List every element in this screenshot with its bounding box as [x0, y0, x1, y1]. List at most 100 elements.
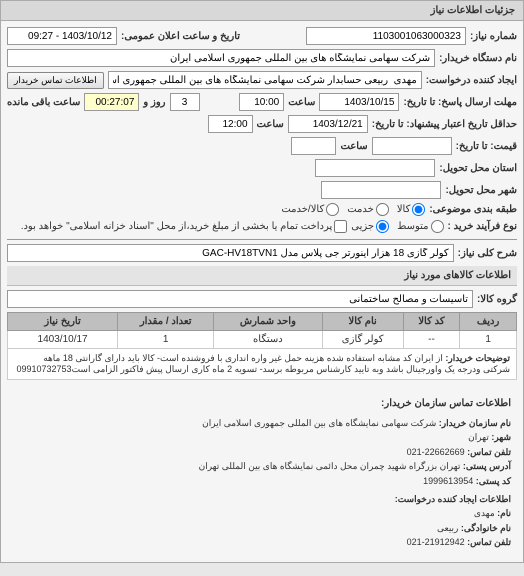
contact-address-value: تهران بزرگراه شهید چمران محل دائمی نمایش… — [199, 461, 461, 471]
province-input[interactable] — [315, 159, 435, 177]
contact-phone2-value: 21912942-021 — [407, 537, 465, 547]
time-label-2: ساعت — [257, 119, 284, 130]
contact-postal-label: کد پستی: — [476, 476, 511, 486]
contact-phone-value: 22662669-021 — [407, 447, 465, 457]
request-number-input[interactable] — [306, 27, 466, 45]
contact-section-title: اطلاعات تماس سازمان خریدار: — [13, 392, 511, 416]
requester-input[interactable] — [108, 71, 422, 89]
td-date: 1403/10/17 — [8, 331, 118, 349]
pkg-radio-all-input[interactable] — [412, 203, 425, 216]
desc-text: از ایران کد مشابه استفاده شده هزینه حمل … — [17, 353, 511, 374]
contact-address-line: آدرس پستی: تهران بزرگراه شهید چمران محل … — [13, 459, 511, 473]
row-validity: حداقل تاریخ اعتبار پیشنهاد: تا تاریخ: سا… — [7, 115, 517, 133]
price-date-input[interactable] — [372, 137, 452, 155]
td-code: -- — [403, 331, 460, 349]
process-radio-group: متوسط جزیی — [351, 220, 443, 233]
row-group: گروه کالا: — [7, 290, 517, 308]
details-panel: جزئیات اطلاعات نیاز شماره نیاز: تاریخ و … — [0, 0, 524, 563]
goods-table-body: 1 -- کولر گازی دستگاه 1 1403/10/17 توضیح… — [8, 331, 517, 380]
pkg-radio-service-input[interactable] — [376, 203, 389, 216]
desc-label: توضیحات خریدار: — [445, 353, 510, 363]
contact-surname-value: ربیعی — [437, 523, 458, 533]
contact-phone-label: تلفن تماس: — [467, 447, 511, 457]
buyer-org-label: نام دستگاه خریدار: — [439, 53, 517, 64]
row-buyer-org: نام دستگاه خریدار: — [7, 49, 517, 67]
proc-medium-label: متوسط — [397, 221, 428, 232]
process-note-check[interactable]: پرداخت تمام یا بخشی از مبلغ خرید،از محل … — [21, 220, 348, 233]
buyer-org-input[interactable] — [7, 49, 435, 67]
th-code: کد کالا — [403, 313, 460, 331]
process-label: نوع فرآیند خرید : — [448, 221, 517, 232]
req-creator-title-text: اطلاعات ایجاد کننده درخواست: — [395, 494, 511, 504]
validity-label: حداقل تاریخ اعتبار پیشنهاد: تا تاریخ: — [372, 119, 517, 130]
row-request-number: شماره نیاز: تاریخ و ساعت اعلان عمومی: — [7, 27, 517, 45]
goods-table: ردیف کد کالا نام کالا واحد شمارش تعداد /… — [7, 312, 517, 380]
req-creator-title: اطلاعات ایجاد کننده درخواست: — [13, 492, 511, 506]
time-label-1: ساعت — [288, 97, 315, 108]
goods-table-head: ردیف کد کالا نام کالا واحد شمارش تعداد /… — [8, 313, 517, 331]
price-time-input[interactable] — [291, 137, 336, 155]
validity-date-input[interactable] — [288, 115, 368, 133]
row-packaging: طبقه بندی موضوعی: کالا خدمت کالا/خدمت — [7, 203, 517, 216]
proc-radio-medium[interactable]: متوسط — [397, 220, 443, 233]
packaging-radio-group: کالا خدمت کالا/خدمت — [281, 203, 425, 216]
pkg-radio-both-input[interactable] — [326, 203, 339, 216]
deadline-date-input[interactable] — [319, 93, 399, 111]
th-date: تاریخ نیاز — [8, 313, 118, 331]
contact-city-line: شهر: تهران — [13, 430, 511, 444]
need-title-input[interactable] — [7, 244, 454, 262]
proc-radio-medium-input[interactable] — [431, 220, 444, 233]
contact-phone2-line: تلفن تماس: 21912942-021 — [13, 535, 511, 549]
announce-input[interactable] — [7, 27, 117, 45]
contact-city-value: تهران — [468, 432, 489, 442]
remaining-label: ساعت باقی مانده — [7, 97, 80, 108]
th-unit: واحد شمارش — [214, 313, 322, 331]
row-requester: ایجاد کننده درخواست: اطلاعات تماس خریدار — [7, 71, 517, 89]
th-qty: تعداد / مقدار — [118, 313, 214, 331]
th-index: ردیف — [460, 313, 517, 331]
pkg-service-label: خدمت — [347, 204, 374, 215]
process-note-checkbox[interactable] — [334, 220, 347, 233]
td-index: 1 — [460, 331, 517, 349]
pkg-both-label: کالا/خدمت — [281, 204, 324, 215]
validity-time-input[interactable] — [208, 115, 253, 133]
requester-label: ایجاد کننده درخواست: — [426, 75, 517, 86]
proc-radio-partial-input[interactable] — [376, 220, 389, 233]
city-label: شهر محل تحویل: — [445, 185, 517, 196]
goods-section-title: اطلاعات کالاهای مورد نیاز — [7, 266, 517, 286]
contact-city-label: شهر: — [491, 432, 511, 442]
pkg-radio-all[interactable]: کالا — [397, 203, 426, 216]
table-row[interactable]: 1 -- کولر گازی دستگاه 1 1403/10/17 — [8, 331, 517, 349]
row-price: قیمت: تا تاریخ: ساعت — [7, 137, 517, 155]
goods-table-header-row: ردیف کد کالا نام کالا واحد شمارش تعداد /… — [8, 313, 517, 331]
pkg-radio-both[interactable]: کالا/خدمت — [281, 203, 339, 216]
days-and-label: روز و — [143, 97, 165, 108]
row-process: نوع فرآیند خرید : متوسط جزیی پرداخت تمام… — [7, 220, 517, 233]
contact-name-line: نام: مهدی — [13, 506, 511, 520]
contact-postal-value: 1999613954 — [423, 476, 473, 486]
city-input[interactable] — [321, 181, 441, 199]
contact-address-label: آدرس پستی: — [463, 461, 511, 471]
need-title-label: شرح کلی نیاز: — [458, 248, 517, 259]
desc-row: توضیحات خریدار: از ایران کد مشابه استفاد… — [8, 349, 517, 380]
time-remaining-input[interactable] — [84, 93, 139, 111]
contact-phone2-label: تلفن تماس: — [467, 537, 511, 547]
contact-postal-line: کد پستی: 1999613954 — [13, 474, 511, 488]
request-number-label: شماره نیاز: — [470, 31, 517, 42]
packaging-label: طبقه بندی موضوعی: — [429, 204, 517, 215]
panel-title: جزئیات اطلاعات نیاز — [1, 1, 523, 21]
contact-org-label: نام سازمان خریدار: — [439, 418, 511, 428]
announce-label: تاریخ و ساعت اعلان عمومی: — [121, 31, 240, 42]
buyer-contact-button[interactable]: اطلاعات تماس خریدار — [7, 72, 104, 89]
row-deadline: مهلت ارسال پاسخ: تا تاریخ: ساعت روز و سا… — [7, 93, 517, 111]
proc-radio-partial[interactable]: جزیی — [351, 220, 389, 233]
days-remaining-input[interactable] — [170, 93, 200, 111]
price-label: قیمت: تا تاریخ: — [456, 141, 517, 152]
deadline-time-input[interactable] — [239, 93, 284, 111]
td-name: کولر گازی — [322, 331, 403, 349]
contact-name-value: مهدی — [474, 508, 495, 518]
pkg-radio-service[interactable]: خدمت — [347, 203, 389, 216]
row-city: شهر محل تحویل: — [7, 181, 517, 199]
deadline-label: مهلت ارسال پاسخ: تا تاریخ: — [403, 97, 517, 108]
group-input[interactable] — [7, 290, 473, 308]
